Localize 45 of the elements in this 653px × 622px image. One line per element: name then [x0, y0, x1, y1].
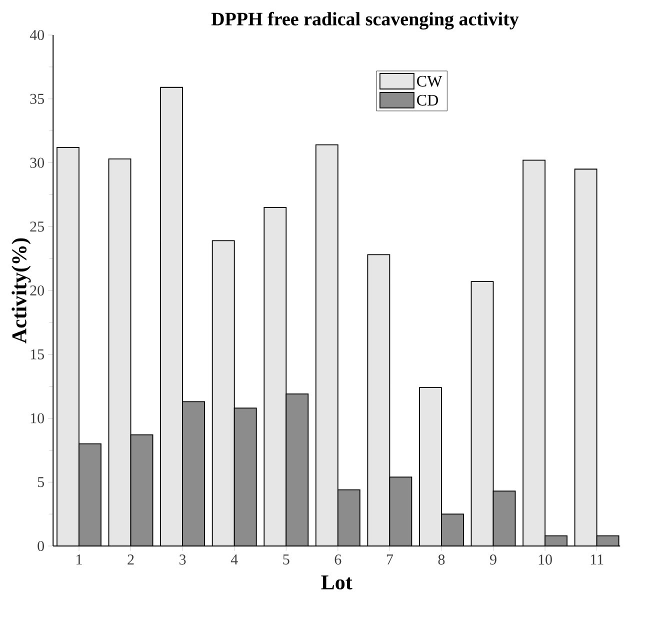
y-tick-label: 40 [30, 30, 44, 40]
bar [390, 477, 412, 546]
bar [264, 207, 286, 546]
bar [108, 158, 131, 546]
y-tick-label: 10 [30, 413, 44, 424]
bar [316, 144, 338, 546]
x-tick-label: 4 [230, 554, 238, 564]
x-tick-label: 10 [538, 554, 552, 565]
x-tick-label: 1 [76, 554, 82, 564]
bar [160, 87, 183, 546]
bar [368, 254, 390, 546]
bar [286, 394, 308, 546]
y-tick-label: 35 [30, 94, 44, 104]
y-tick-label: 20 [30, 285, 44, 296]
y-tick-label: 5 [38, 477, 44, 488]
bar [419, 388, 442, 546]
bar [441, 514, 464, 546]
y-axis-title: Activity(%) [12, 238, 31, 344]
bar [57, 147, 79, 546]
bar [523, 160, 546, 546]
bar [212, 240, 234, 546]
x-tick-label: 7 [386, 554, 394, 564]
x-tick-label: 3 [180, 554, 186, 565]
x-tick-label: 6 [334, 554, 342, 565]
legend-label: CD [417, 94, 438, 106]
x-tick-label: 8 [438, 554, 445, 565]
bar [234, 408, 256, 546]
bar [79, 444, 101, 546]
legend-label: CW [417, 76, 442, 87]
bar [574, 168, 598, 546]
x-tick-label: 5 [283, 554, 290, 564]
x-axis-title: Lot [321, 575, 352, 590]
bar [130, 434, 153, 546]
bar [471, 282, 494, 546]
x-tick-label: 11 [590, 554, 604, 564]
y-tick-label: 25 [30, 222, 44, 232]
chart-title: DPPH free radical scavenging activity [211, 12, 519, 30]
bar [182, 402, 205, 546]
y-tick-label: 30 [30, 158, 44, 168]
x-tick-label: 2 [128, 554, 134, 564]
y-tick-label: 15 [30, 349, 44, 360]
bar [493, 491, 516, 546]
y-tick-label: 0 [38, 540, 44, 552]
bar [338, 490, 360, 546]
x-tick-label: 9 [490, 554, 496, 565]
